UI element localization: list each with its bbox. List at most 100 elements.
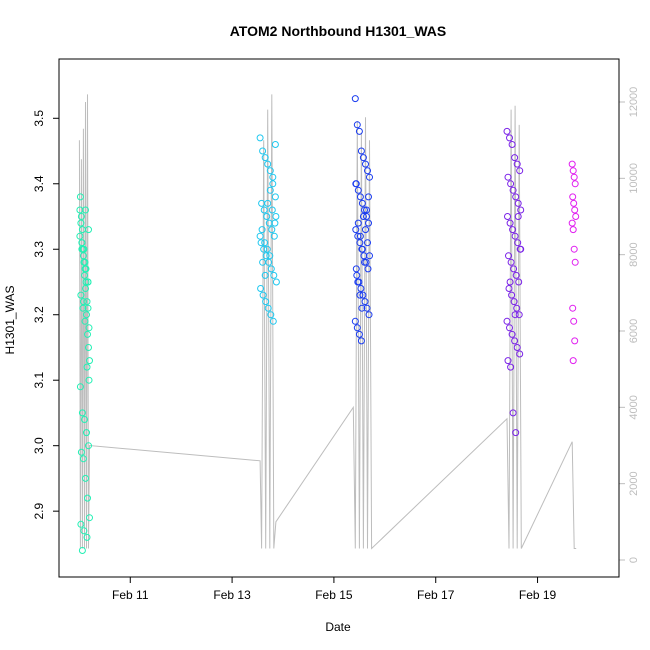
scatter-point xyxy=(503,127,511,135)
scatter-point xyxy=(83,429,90,437)
scatter-point xyxy=(83,298,91,306)
scatter-point xyxy=(508,330,516,338)
scatter-point xyxy=(352,226,360,234)
scatter-point xyxy=(571,206,579,214)
scatter-point xyxy=(357,285,365,292)
scatter-point xyxy=(512,193,520,201)
scatter-point xyxy=(355,127,363,135)
scatter-point xyxy=(352,180,360,188)
scatter-point xyxy=(272,213,280,220)
x-tick-label: Feb 17 xyxy=(417,588,455,602)
scatter-point xyxy=(354,278,362,286)
scatter-point xyxy=(76,383,84,391)
scatter-point xyxy=(80,245,88,253)
scatter-point xyxy=(269,180,277,188)
scatter-point xyxy=(353,271,361,279)
scatter-point xyxy=(76,193,84,201)
plot-border xyxy=(58,58,620,578)
scatter-point xyxy=(266,186,274,194)
scatter-point xyxy=(264,160,272,168)
scatter-point xyxy=(353,324,361,332)
scatter-point xyxy=(505,285,513,292)
scatter-point xyxy=(84,494,91,502)
scatter-point xyxy=(358,304,366,312)
scatter-point xyxy=(510,298,518,306)
scatter-point xyxy=(364,167,371,175)
scatter-point xyxy=(514,199,522,207)
scatter-point xyxy=(516,350,524,358)
scatter-point xyxy=(257,239,265,247)
scatter-point xyxy=(259,258,267,266)
scatter-point xyxy=(266,167,274,175)
scatter-point xyxy=(82,265,90,273)
scatter-point xyxy=(358,199,366,207)
scatter-point xyxy=(85,226,92,234)
scatter-point xyxy=(85,376,93,384)
y2-tick-label: 0 xyxy=(628,557,640,563)
scatter-point xyxy=(505,252,512,260)
scatter-point xyxy=(366,173,373,181)
scatter-point xyxy=(82,278,90,286)
scatter-point xyxy=(363,304,371,312)
x-tick-label: Feb 11 xyxy=(112,588,149,602)
scatter-point xyxy=(83,363,91,371)
scatter-point xyxy=(511,154,519,162)
scatter-point xyxy=(266,252,274,260)
scatter-point xyxy=(271,193,279,201)
scatter-point xyxy=(507,258,515,266)
scatter-point xyxy=(358,245,366,253)
scatter-point xyxy=(261,239,269,247)
scatter-point xyxy=(268,206,276,214)
y-tick-label: 3.5 xyxy=(32,110,46,127)
scatter-point xyxy=(271,141,279,148)
y2-tick-label: 8000 xyxy=(628,242,640,266)
scatter-point xyxy=(569,357,577,365)
scatter-point xyxy=(356,239,364,247)
scatter-point xyxy=(260,245,268,253)
scatter-point xyxy=(79,298,87,306)
scatter-point xyxy=(77,219,85,227)
scatter-point xyxy=(359,291,367,299)
scatter-points-layer xyxy=(76,95,580,554)
scatter-point xyxy=(361,206,368,214)
scatter-point xyxy=(85,344,92,351)
scatter-point xyxy=(352,265,360,273)
scatter-point xyxy=(509,409,517,417)
scatter-point xyxy=(269,317,277,325)
scatter-point xyxy=(263,213,271,220)
scatter-point xyxy=(85,324,93,332)
scatter-point xyxy=(264,199,272,207)
scatter-point xyxy=(79,304,87,312)
scatter-point xyxy=(516,167,524,175)
scatter-point xyxy=(76,232,84,240)
scatter-point xyxy=(513,160,521,168)
scatter-point xyxy=(365,219,372,227)
scatter-point xyxy=(356,193,364,201)
scatter-point xyxy=(256,134,264,142)
scatter-point xyxy=(512,271,520,279)
scatter-point xyxy=(81,317,89,325)
scatter-point xyxy=(507,363,515,371)
scatter-point xyxy=(81,271,88,279)
scatter-point xyxy=(506,278,514,286)
scatter-point xyxy=(568,160,576,168)
scatter-point xyxy=(357,147,365,155)
scatter-point xyxy=(85,442,92,450)
scatter-point xyxy=(504,173,512,181)
y-tick-label: 2.9 xyxy=(32,503,46,520)
scatter-point xyxy=(81,258,89,266)
scatter-point xyxy=(366,252,373,260)
scatter-point xyxy=(271,219,279,227)
scatter-point xyxy=(514,213,522,220)
x-tick-label: Feb 13 xyxy=(213,588,251,602)
scatter-point xyxy=(364,265,372,273)
y-tick-label: 3.2 xyxy=(32,306,46,323)
scatter-point xyxy=(256,232,264,240)
y-tick-label: 3.1 xyxy=(32,372,46,389)
scatter-point xyxy=(570,199,578,207)
scatter-point xyxy=(86,514,93,522)
secondary-line-layer xyxy=(78,94,577,550)
secondary-line xyxy=(78,94,577,550)
scatter-point xyxy=(507,180,515,188)
